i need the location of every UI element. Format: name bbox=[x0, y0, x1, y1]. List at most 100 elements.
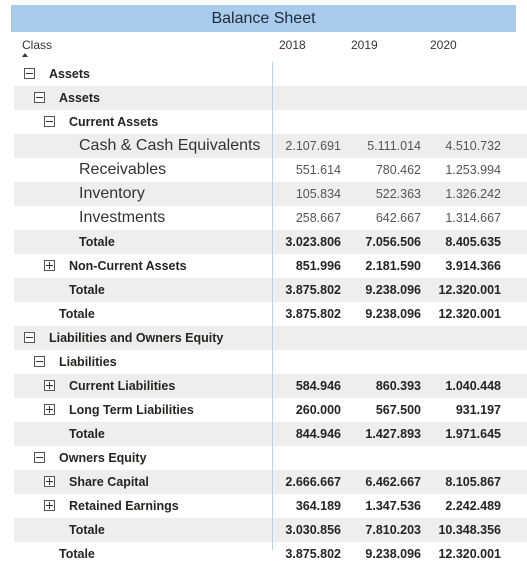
cell-value-2019: 6.462.667 bbox=[365, 475, 421, 489]
collapse-icon[interactable] bbox=[44, 116, 55, 127]
row-label: Totale bbox=[59, 547, 95, 561]
row-label: Retained Earnings bbox=[69, 499, 179, 513]
cell-value-2018: 3.023.806 bbox=[285, 235, 341, 249]
column-header-2019[interactable]: 2019 bbox=[351, 38, 378, 52]
matrix-row[interactable]: Liabilities bbox=[14, 350, 527, 374]
cell-value-2018: 3.875.802 bbox=[285, 283, 341, 297]
row-label: Liabilities and Owners Equity bbox=[49, 331, 224, 345]
matrix-row[interactable]: Liabilities and Owners Equity bbox=[14, 326, 527, 350]
matrix-row[interactable]: Inventory 105.834 522.363 1.326.242 bbox=[14, 182, 527, 206]
row-label: Liabilities bbox=[59, 355, 117, 369]
collapse-icon[interactable] bbox=[34, 92, 45, 103]
row-label: Long Term Liabilities bbox=[69, 403, 194, 417]
row-label: Investments bbox=[79, 209, 166, 226]
cell-value-2020: 12.320.001 bbox=[438, 307, 501, 321]
collapse-icon[interactable] bbox=[34, 356, 45, 367]
matrix-row[interactable]: Retained Earnings 364.189 1.347.536 2.242.4… bbox=[14, 494, 527, 518]
row-label: Owners Equity bbox=[59, 451, 147, 465]
matrix-row[interactable]: Totale 844.946 1.427.893 1.971.645 bbox=[14, 422, 527, 446]
column-header-2018[interactable]: 2018 bbox=[279, 38, 306, 52]
cell-value-2020: 1.314.667 bbox=[445, 211, 501, 225]
cell-value-2019: 642.667 bbox=[375, 211, 421, 225]
cell-value-2018: 844.946 bbox=[295, 427, 341, 441]
cell-value-2020: 12.320.001 bbox=[438, 547, 501, 561]
cell-value-2018: 851.996 bbox=[295, 259, 341, 273]
cell-value-2019: 7.056.506 bbox=[365, 235, 421, 249]
matrix-row[interactable]: Non-Current Assets 851.996 2.181.590 3.914.… bbox=[14, 254, 527, 278]
expand-icon[interactable] bbox=[44, 500, 55, 511]
cell-value-2019: 7.810.203 bbox=[365, 523, 421, 537]
cell-value-2020: 4.510.732 bbox=[445, 139, 501, 153]
row-label: Current Liabilities bbox=[69, 379, 176, 393]
cell-value-2020: 3.914.366 bbox=[445, 259, 501, 273]
matrix-row[interactable]: Current Liabilities 584.946 860.393 1.040.4… bbox=[14, 374, 527, 398]
cell-value-2019: 2.181.590 bbox=[365, 259, 421, 273]
cell-value-2018: 3.875.802 bbox=[285, 547, 341, 561]
visual-title-text: Balance Sheet bbox=[211, 9, 316, 27]
cell-value-2019: 9.238.096 bbox=[365, 283, 421, 297]
row-label: Non-Current Assets bbox=[69, 259, 187, 273]
cell-value-2020: 1.040.448 bbox=[445, 379, 501, 393]
cell-value-2018: 3.030.856 bbox=[285, 523, 341, 537]
collapse-icon[interactable] bbox=[24, 332, 35, 343]
cell-value-2018: 584.946 bbox=[295, 379, 341, 393]
matrix-row[interactable]: Assets bbox=[14, 62, 527, 86]
row-label: Totale bbox=[69, 427, 105, 441]
cell-value-2019: 9.238.096 bbox=[365, 547, 421, 561]
expand-icon[interactable] bbox=[44, 476, 55, 487]
cell-value-2020: 8.405.635 bbox=[445, 235, 501, 249]
expand-icon[interactable] bbox=[44, 260, 55, 271]
cell-value-2020: 1.326.242 bbox=[445, 187, 501, 201]
sort-ascending-icon bbox=[22, 53, 28, 57]
column-header-2020[interactable]: 2020 bbox=[430, 38, 457, 52]
row-label: Inventory bbox=[79, 185, 145, 202]
cell-value-2020: 931.197 bbox=[455, 403, 501, 417]
cell-value-2018: 3.875.802 bbox=[285, 307, 341, 321]
row-label: Current Assets bbox=[69, 115, 159, 129]
cell-value-2019: 9.238.096 bbox=[365, 307, 421, 321]
row-label: Totale bbox=[69, 283, 105, 297]
matrix-row[interactable]: Investments 258.667 642.667 1.314.667 bbox=[14, 206, 527, 230]
matrix-row[interactable]: Long Term Liabilities 260.000 567.500 931.1… bbox=[14, 398, 527, 422]
matrix-row[interactable]: Totale 3.875.802 9.238.096 12.320.001 bbox=[14, 302, 527, 326]
matrix-row[interactable]: Receivables 551.614 780.462 1.253.994 bbox=[14, 158, 527, 182]
cell-value-2020: 1.253.994 bbox=[445, 163, 501, 177]
matrix-row[interactable]: Share Capital 2.666.667 6.462.667 8.105.867 bbox=[14, 470, 527, 494]
matrix-row[interactable]: Owners Equity bbox=[14, 446, 527, 470]
row-label: Share Capital bbox=[69, 475, 149, 489]
cell-value-2019: 5.111.014 bbox=[367, 139, 421, 153]
cell-value-2019: 1.427.893 bbox=[365, 427, 421, 441]
cell-value-2019: 522.363 bbox=[375, 187, 421, 201]
matrix-row[interactable]: Totale 3.030.856 7.810.203 10.348.356 bbox=[14, 518, 527, 542]
matrix-row[interactable]: Totale 3.023.806 7.056.506 8.405.635 bbox=[14, 230, 527, 254]
cell-value-2020: 8.105.867 bbox=[445, 475, 501, 489]
row-label: Totale bbox=[69, 523, 105, 537]
cell-value-2018: 2.107.691 bbox=[285, 139, 341, 153]
matrix-row[interactable]: Assets bbox=[14, 86, 527, 110]
cell-value-2018: 2.666.667 bbox=[285, 475, 341, 489]
cell-value-2020: 2.242.489 bbox=[445, 499, 501, 513]
row-label: Receivables bbox=[79, 161, 167, 178]
cell-value-2020: 10.348.356 bbox=[438, 523, 501, 537]
matrix-row[interactable]: Totale 3.875.802 9.238.096 12.320.001 bbox=[14, 542, 527, 566]
cell-value-2018: 105.834 bbox=[295, 187, 341, 201]
matrix-row[interactable]: Totale 3.875.802 9.238.096 12.320.001 bbox=[14, 278, 527, 302]
cell-value-2018: 364.189 bbox=[295, 499, 341, 513]
row-label: Assets bbox=[59, 91, 100, 105]
collapse-icon[interactable] bbox=[24, 68, 35, 79]
column-header-row: Class 2018 2019 2020 bbox=[0, 32, 527, 66]
expand-icon[interactable] bbox=[44, 380, 55, 391]
column-divider bbox=[272, 62, 273, 550]
matrix-row[interactable]: Current Assets bbox=[14, 110, 527, 134]
expand-icon[interactable] bbox=[44, 404, 55, 415]
cell-value-2019: 567.500 bbox=[375, 403, 421, 417]
row-label: Cash & Cash Equivalents bbox=[79, 137, 261, 154]
cell-value-2020: 1.971.645 bbox=[445, 427, 501, 441]
cell-value-2018: 260.000 bbox=[295, 403, 341, 417]
column-header-class[interactable]: Class bbox=[22, 38, 53, 52]
row-label: Totale bbox=[79, 235, 115, 249]
collapse-icon[interactable] bbox=[34, 452, 45, 463]
cell-value-2019: 860.393 bbox=[375, 379, 421, 393]
matrix-row[interactable]: Cash & Cash Equivalents 2.107.691 5.111.01… bbox=[14, 134, 527, 158]
row-label: Totale bbox=[59, 307, 95, 321]
